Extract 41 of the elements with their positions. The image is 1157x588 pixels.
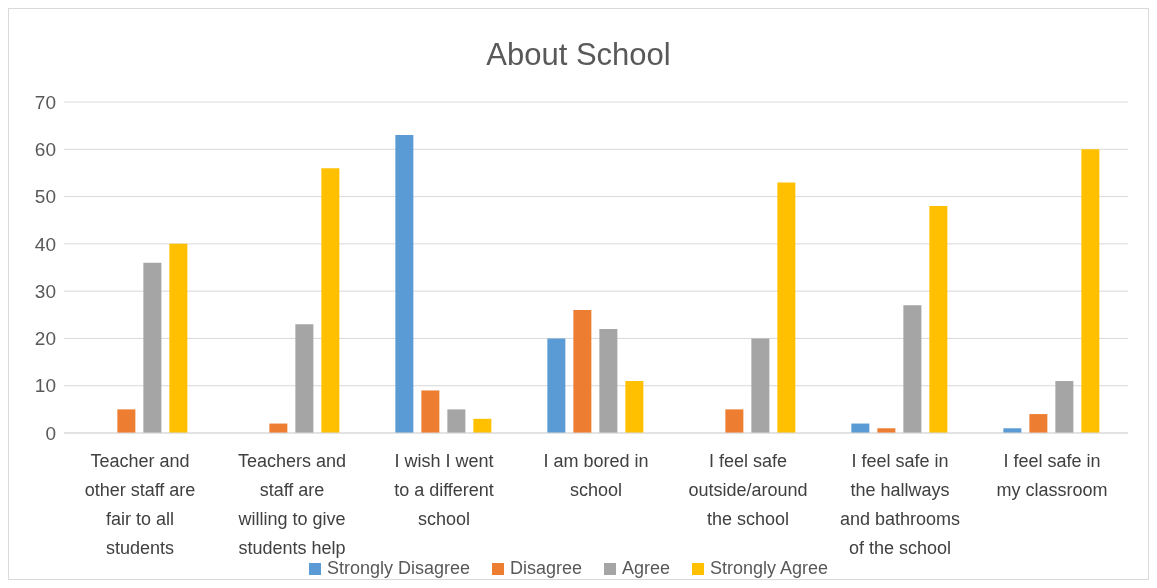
x-tick-label: I am bored in school [543,451,649,500]
legend-label: Strongly Agree [710,558,829,579]
y-tick-label: 0 [45,422,56,444]
bar [117,409,136,433]
legend-label: Disagree [509,558,582,579]
bar [447,409,466,433]
legend-label: Agree [622,558,671,579]
y-tick-label: 40 [34,233,56,255]
y-tick-label: 50 [34,186,56,208]
y-tick-label: 10 [34,375,56,397]
chart-title: About School [485,36,672,74]
bar [169,243,188,433]
bar [1029,414,1048,433]
bar [421,390,440,433]
bar [751,338,770,433]
bar [903,305,922,433]
bar [395,135,414,433]
x-tick-label: Teacher and other staff are fair to all students [84,451,196,558]
bar [1055,380,1074,433]
y-tick-label: 20 [34,328,56,350]
x-tick-label: Teachers and staff are willing to give students help [237,451,347,558]
x-tick-label: I wish I went to a different school [394,451,494,529]
y-tick-label: 70 [34,91,56,113]
bar [777,182,796,433]
y-tick-label: 60 [34,139,56,161]
bar [143,262,162,433]
x-tick-label: I feel safe outside/around the school [688,451,808,529]
bar [295,324,314,433]
bar [321,168,340,433]
bar [725,409,744,433]
bar [473,418,492,433]
bar [599,328,618,433]
legend-label: Strongly Disagree [326,558,470,579]
x-tick-label: I feel safe in my classroom [996,451,1108,500]
bar [929,206,948,433]
x-tick-label: I feel safe in the hallways and bathrooms of the school [839,451,961,558]
bar [573,310,592,433]
bar [1081,149,1100,433]
bar [547,338,566,433]
bar [625,380,644,433]
y-tick-label: 30 [34,280,56,302]
